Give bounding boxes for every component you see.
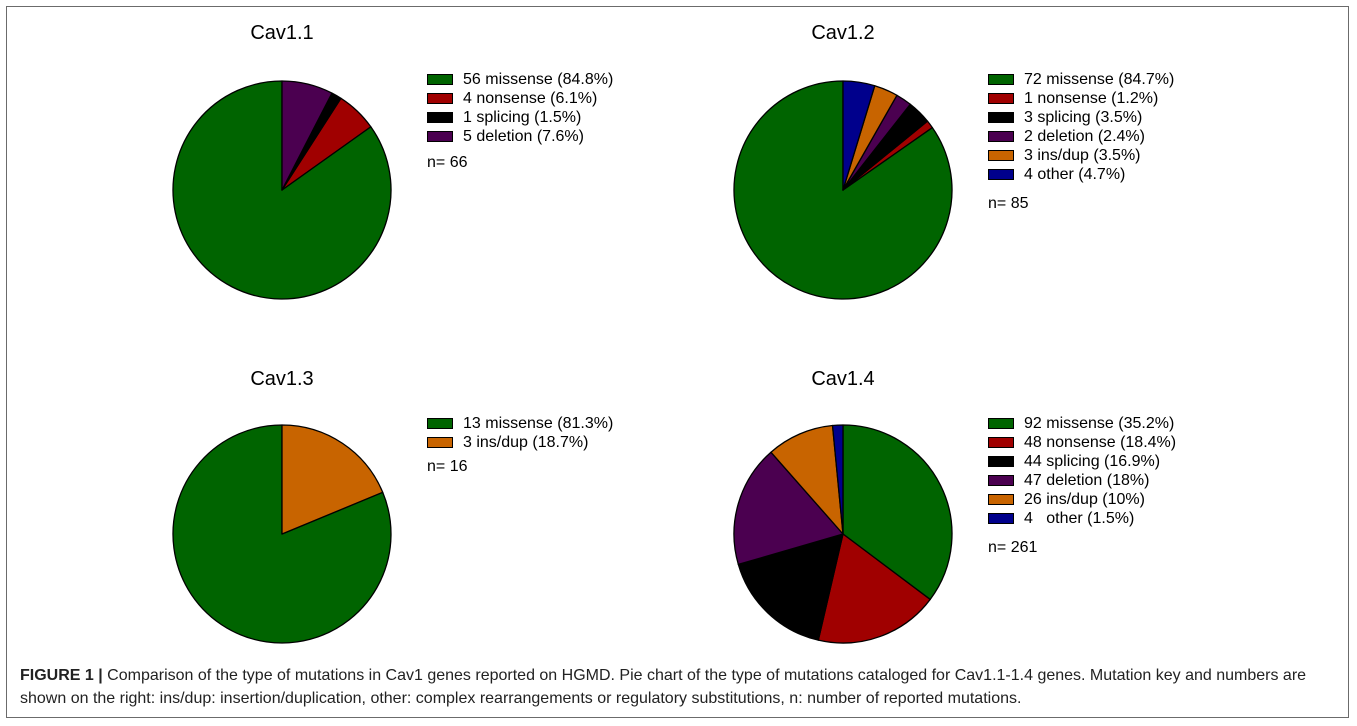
legend-item: 26 ins/dup (10%) bbox=[988, 490, 1176, 509]
legend-label: 3 splicing (3.5%) bbox=[1024, 108, 1143, 126]
legend-label: 56 missense (84.8%) bbox=[463, 70, 614, 88]
legend-swatch bbox=[988, 494, 1014, 505]
legend-label: 4 other (1.5%) bbox=[1024, 509, 1135, 527]
legend-swatch bbox=[988, 150, 1014, 161]
pie-legend: 13 missense (81.3%) 3 ins/dup (18.7%) bbox=[427, 414, 613, 452]
pie-title: Cav1.2 bbox=[811, 22, 875, 44]
pie-chart bbox=[733, 80, 953, 300]
legend-swatch bbox=[988, 456, 1014, 467]
pie-slice-3 bbox=[281, 80, 333, 191]
legend-item: 2 deletion (2.4%) bbox=[988, 127, 1174, 146]
legend-swatch bbox=[427, 93, 453, 104]
pie-slice-0 bbox=[172, 424, 392, 644]
legend-label: 92 missense (35.2%) bbox=[1024, 414, 1175, 432]
legend-label: 72 missense (84.7%) bbox=[1024, 70, 1175, 88]
legend-swatch bbox=[988, 437, 1014, 448]
n-count-label: n= 261 bbox=[988, 539, 1038, 556]
pie-slice-0 bbox=[172, 80, 392, 300]
legend-item: 3 ins/dup (3.5%) bbox=[988, 146, 1174, 165]
pie-panel-cav1-4: Cav1.4 92 missense (35.2%) 48 nonsense (1… bbox=[723, 368, 1357, 698]
pie-slice-1 bbox=[281, 424, 384, 535]
legend-label: 47 deletion (18%) bbox=[1024, 471, 1150, 489]
legend-label: 26 ins/dup (10%) bbox=[1024, 490, 1145, 508]
pie-slice-0 bbox=[842, 424, 953, 601]
legend-label: 1 splicing (1.5%) bbox=[463, 108, 582, 126]
legend-swatch bbox=[988, 74, 1014, 85]
legend-swatch bbox=[988, 513, 1014, 524]
n-count-label: n= 85 bbox=[988, 195, 1029, 212]
legend-label: 4 other (4.7%) bbox=[1024, 165, 1126, 183]
legend-label: 3 ins/dup (3.5%) bbox=[1024, 146, 1141, 164]
legend-label: 1 nonsense (1.2%) bbox=[1024, 89, 1159, 107]
legend-swatch bbox=[988, 93, 1014, 104]
n-count-label: n= 16 bbox=[427, 458, 468, 475]
legend-item: 1 nonsense (1.2%) bbox=[988, 89, 1174, 108]
legend-item: 13 missense (81.3%) bbox=[427, 414, 613, 433]
legend-swatch bbox=[427, 131, 453, 142]
legend-item: 3 ins/dup (18.7%) bbox=[427, 433, 613, 452]
n-count-label: n= 66 bbox=[427, 154, 468, 171]
pie-slice-1 bbox=[817, 533, 931, 644]
legend-label: 44 splicing (16.9%) bbox=[1024, 452, 1161, 470]
legend-swatch bbox=[988, 475, 1014, 486]
legend-swatch bbox=[988, 169, 1014, 180]
legend-label: 3 ins/dup (18.7%) bbox=[463, 433, 589, 451]
pie-legend: 72 missense (84.7%) 1 nonsense (1.2%) 3 sp… bbox=[988, 70, 1174, 184]
legend-item: 47 deletion (18%) bbox=[988, 471, 1176, 490]
legend-item: 4 nonsense (6.1%) bbox=[427, 89, 613, 108]
pie-chart bbox=[172, 424, 392, 644]
legend-swatch bbox=[988, 131, 1014, 142]
figure-frame bbox=[6, 6, 1349, 718]
caption-text: Comparison of the type of mutations in C… bbox=[20, 667, 1307, 707]
pie-slice-3 bbox=[733, 451, 844, 566]
legend-swatch bbox=[427, 112, 453, 123]
legend-item: 5 deletion (7.6%) bbox=[427, 127, 613, 146]
legend-swatch bbox=[427, 418, 453, 429]
figure-label: FIGURE 1 | bbox=[20, 667, 103, 684]
legend-label: 4 nonsense (6.1%) bbox=[463, 89, 598, 107]
legend-item: 72 missense (84.7%) bbox=[988, 70, 1174, 89]
legend-item: 56 missense (84.8%) bbox=[427, 70, 613, 89]
legend-item: 4 other (4.7%) bbox=[988, 165, 1174, 184]
legend-item: 3 splicing (3.5%) bbox=[988, 108, 1174, 127]
pie-title: Cav1.1 bbox=[250, 22, 314, 44]
pie-slice-5 bbox=[842, 80, 876, 191]
legend-swatch bbox=[988, 418, 1014, 429]
legend-item: 1 splicing (1.5%) bbox=[427, 108, 613, 127]
pie-panel-cav1-1: Cav1.1 56 missense (84.8%) 4 nonsense (6.… bbox=[162, 22, 822, 352]
figure-caption: FIGURE 1 | Comparison of the type of mut… bbox=[20, 664, 1340, 710]
legend-item: 4 other (1.5%) bbox=[988, 509, 1176, 528]
pie-legend: 56 missense (84.8%) 4 nonsense (6.1%) 1 sp… bbox=[427, 70, 613, 146]
legend-label: 5 deletion (7.6%) bbox=[463, 127, 584, 145]
pie-chart bbox=[733, 424, 953, 644]
pie-title: Cav1.4 bbox=[811, 368, 875, 390]
legend-label: 13 missense (81.3%) bbox=[463, 414, 614, 432]
legend-item: 44 splicing (16.9%) bbox=[988, 452, 1176, 471]
legend-item: 92 missense (35.2%) bbox=[988, 414, 1176, 433]
pie-panel-cav1-3: Cav1.3 13 missense (81.3%) 3 ins/dup (18.… bbox=[162, 368, 822, 698]
legend-item: 48 nonsense (18.4%) bbox=[988, 433, 1176, 452]
legend-swatch bbox=[427, 437, 453, 448]
legend-swatch bbox=[427, 74, 453, 85]
pie-chart bbox=[172, 80, 392, 300]
legend-swatch bbox=[988, 112, 1014, 123]
pie-panel-cav1-2: Cav1.2 72 missense (84.7%) 1 nonsense (1.… bbox=[723, 22, 1357, 352]
pie-legend: 92 missense (35.2%) 48 nonsense (18.4%) 44… bbox=[988, 414, 1176, 528]
legend-label: 2 deletion (2.4%) bbox=[1024, 127, 1145, 145]
pie-title: Cav1.3 bbox=[250, 368, 314, 390]
pie-slice-5 bbox=[831, 424, 844, 535]
pie-slice-2 bbox=[737, 533, 844, 641]
legend-label: 48 nonsense (18.4%) bbox=[1024, 433, 1177, 451]
